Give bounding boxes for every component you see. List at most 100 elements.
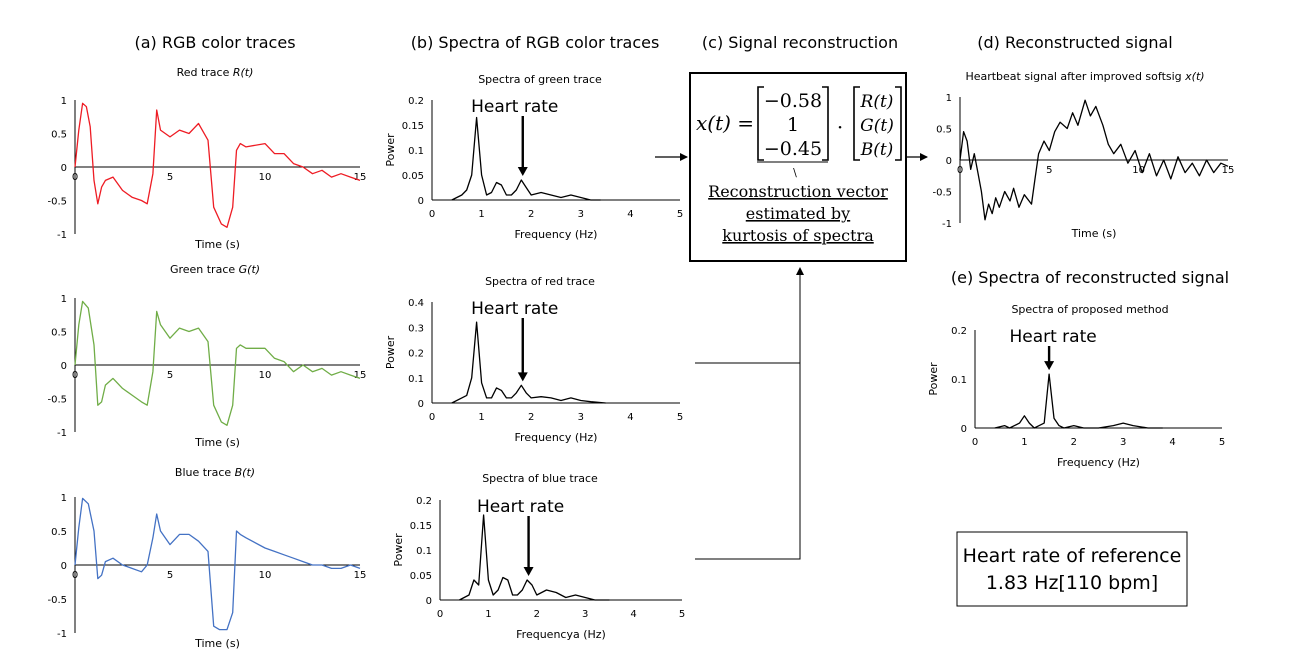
reconstructed-spectrum-xtick: 3 — [1120, 437, 1126, 448]
green-trace-xtick: 5 — [167, 370, 173, 381]
section-title-c: (c) Signal reconstruction — [702, 33, 898, 52]
connector-blue-spectrum — [695, 267, 804, 560]
reconstructed-signal-xlabel: Time (s) — [1071, 227, 1117, 240]
blue-trace-ytick: -0.5 — [47, 595, 67, 606]
blue-trace-xtick: 0 — [72, 570, 78, 581]
blue-trace-xtick: 15 — [354, 570, 367, 581]
red-spectrum-ytick: 0.4 — [408, 298, 424, 309]
red-spectrum-title: Spectra of red trace — [485, 275, 595, 288]
reconstructed-spectrum-ytick: 0.1 — [951, 375, 967, 386]
red-trace-xtick: 15 — [354, 172, 367, 183]
green-trace-ytick: -0.5 — [47, 395, 67, 406]
blue-spectrum-xtick: 1 — [485, 609, 491, 620]
red-spectrum-ylabel: Power — [384, 335, 397, 369]
red-spectrum-chart: Spectra of red trace 0.4 0.3 0.2 0.1 00 1 2 3 4 5 F… — [384, 275, 683, 444]
connector-red-spectrum — [695, 268, 801, 364]
reference-box: Heart rate of reference 1.83 Hz[110 bpm] — [956, 531, 1188, 607]
reconstructed-signal-xtick: 5 — [1046, 165, 1052, 176]
note-line-2: estimated by — [746, 204, 850, 223]
reconstructed-spectrum-xtick: 0 — [972, 437, 978, 448]
vector-value-3: −0.45 — [764, 138, 822, 160]
green-trace-ytick: 0 — [61, 361, 67, 372]
red-trace-xtick: 5 — [167, 172, 173, 183]
red-trace-xlabel: Time (s) — [194, 238, 240, 251]
vector-right-bracket — [822, 86, 829, 161]
reconstructed-spectrum-xtick: 1 — [1021, 437, 1027, 448]
vector-value-1: −0.58 — [764, 90, 822, 112]
blue-trace-ytick: 1 — [61, 493, 67, 504]
red-trace-ytick: -1 — [57, 230, 67, 241]
green-spectrum-series-line — [451, 116, 601, 201]
blue-trace-xtick: 10 — [259, 570, 272, 581]
green-spectrum-ylabel: Power — [384, 133, 397, 167]
rgb-right-bracket — [895, 86, 902, 161]
red-spectrum-xtick: 5 — [677, 412, 683, 423]
green-trace-chart: Green trace G(t) 1 0.5 0 -0.5 -1 0 5 10 15 Time (s… — [47, 263, 366, 449]
reconstruction-box: x(t) = −0.58 1 −0.45 · R(t) G(t) B(t) \ … — [689, 72, 907, 262]
reconstructed-signal-ytick: 1 — [946, 93, 952, 104]
red-spectrum-xtick: 2 — [528, 412, 534, 423]
blue-spectrum-ytick: 0 — [426, 596, 432, 607]
blue-spectrum-title: Spectra of blue trace — [482, 472, 598, 485]
blue-spectrum-xtick: 0 — [437, 609, 443, 620]
green-spectrum-xlabel: Frequency (Hz) — [515, 228, 598, 241]
blue-spectrum-xtick: 4 — [630, 609, 636, 620]
red-trace-ytick: 0.5 — [51, 130, 67, 141]
blue-spectrum-xlabel: Frequencya (Hz) — [516, 628, 606, 641]
reconstructed-spectrum-ylabel: Power — [927, 362, 940, 396]
reference-box-border — [956, 531, 1188, 607]
blue-trace-chart: Blue trace B(t) 1 0.5 0 -0.5 -1 0 5 10 15 Time (s) — [47, 466, 366, 650]
reconstructed-spectrum-ytick: 0 — [961, 424, 967, 435]
red-trace-chart: Red trace R(t) 1 0.5 0 -0.5 -1 0 5 10 15 Time (s) — [47, 66, 366, 251]
red-trace-ytick: 0 — [61, 163, 67, 174]
green-spectrum-xtick: 3 — [578, 209, 584, 220]
blue-spectrum-series-line — [459, 514, 610, 601]
green-spectrum-title: Spectra of green trace — [478, 73, 602, 86]
reference-line-1: Heart rate of reference — [963, 545, 1182, 567]
red-trace-xtick: 10 — [259, 172, 272, 183]
reconstructed-spectrum-chart: Spectra of proposed method 0.2 0.1 00 1 2 3 4 5 F… — [927, 303, 1225, 469]
green-spectrum-xtick: 0 — [429, 209, 435, 220]
reference-line-2: 1.83 Hz[110 bpm] — [986, 572, 1158, 594]
reconstructed-signal-ytick: -0.5 — [932, 188, 952, 199]
red-spectrum-ytick: 0.2 — [408, 349, 424, 360]
green-trace-xtick: 15 — [354, 370, 367, 381]
reconstructed-spectrum-title: Spectra of proposed method — [1011, 303, 1168, 316]
reconstruction-box-border — [689, 72, 907, 262]
blue-spectrum-ytick: 0.1 — [416, 546, 432, 557]
dot-operator: · — [837, 115, 843, 139]
reconstructed-signal-chart: Heartbeat signal after improved softsig … — [932, 70, 1234, 240]
blue-trace-title: Blue trace B(t) — [175, 466, 255, 479]
blue-spectrum-xtick: 5 — [679, 609, 685, 620]
reconstructed-signal-title-var: x(t) — [1184, 70, 1204, 83]
blue-trace-title-var: B(t) — [235, 466, 255, 479]
red-spectrum-series-line — [451, 321, 606, 404]
green-spectrum-ytick: 0 — [418, 196, 424, 207]
green-spectrum-xtick: 5 — [677, 209, 683, 220]
green-spectrum-ytick: 0.1 — [408, 146, 424, 157]
reconstructed-spectrum-hr-label: Heart rate — [1009, 327, 1096, 347]
blue-spectrum-hr-label: Heart rate — [477, 497, 564, 517]
blue-spectrum-ylabel: Power — [392, 533, 405, 567]
vector-left-bracket — [757, 86, 764, 161]
red-trace-series-line — [74, 102, 361, 228]
rgb-r: R(t) — [860, 92, 894, 112]
vector-value-2: 1 — [787, 114, 799, 136]
reconstructed-spectrum-xtick: 5 — [1219, 437, 1225, 448]
red-spectrum-xtick: 4 — [627, 412, 633, 423]
green-spectrum-ytick: 0.15 — [402, 121, 424, 132]
reconstructed-signal-xtick: 10 — [1132, 165, 1145, 176]
blue-trace-ytick: -1 — [57, 629, 67, 640]
reconstructed-spectrum-xtick: 4 — [1169, 437, 1175, 448]
green-spectrum-ytick: 0.05 — [402, 171, 424, 182]
green-spectrum-xtick: 4 — [627, 209, 633, 220]
note-line-1: Reconstruction vector — [708, 182, 888, 201]
green-spectrum-chart: Spectra of green trace 0.2 0.15 0.1 0.05 00 1 2… — [384, 73, 683, 241]
blue-spectrum-ytick: 0.05 — [410, 571, 432, 582]
section-title-b: (b) Spectra of RGB color traces — [411, 33, 660, 52]
reconstructed-signal-ytick: 0 — [946, 156, 952, 167]
red-spectrum-ytick: 0 — [418, 399, 424, 410]
reconstructed-spectrum-ytick: 0.2 — [951, 326, 967, 337]
section-title-a: (a) RGB color traces — [134, 33, 295, 52]
red-trace-title: Red trace R(t) — [177, 66, 254, 79]
